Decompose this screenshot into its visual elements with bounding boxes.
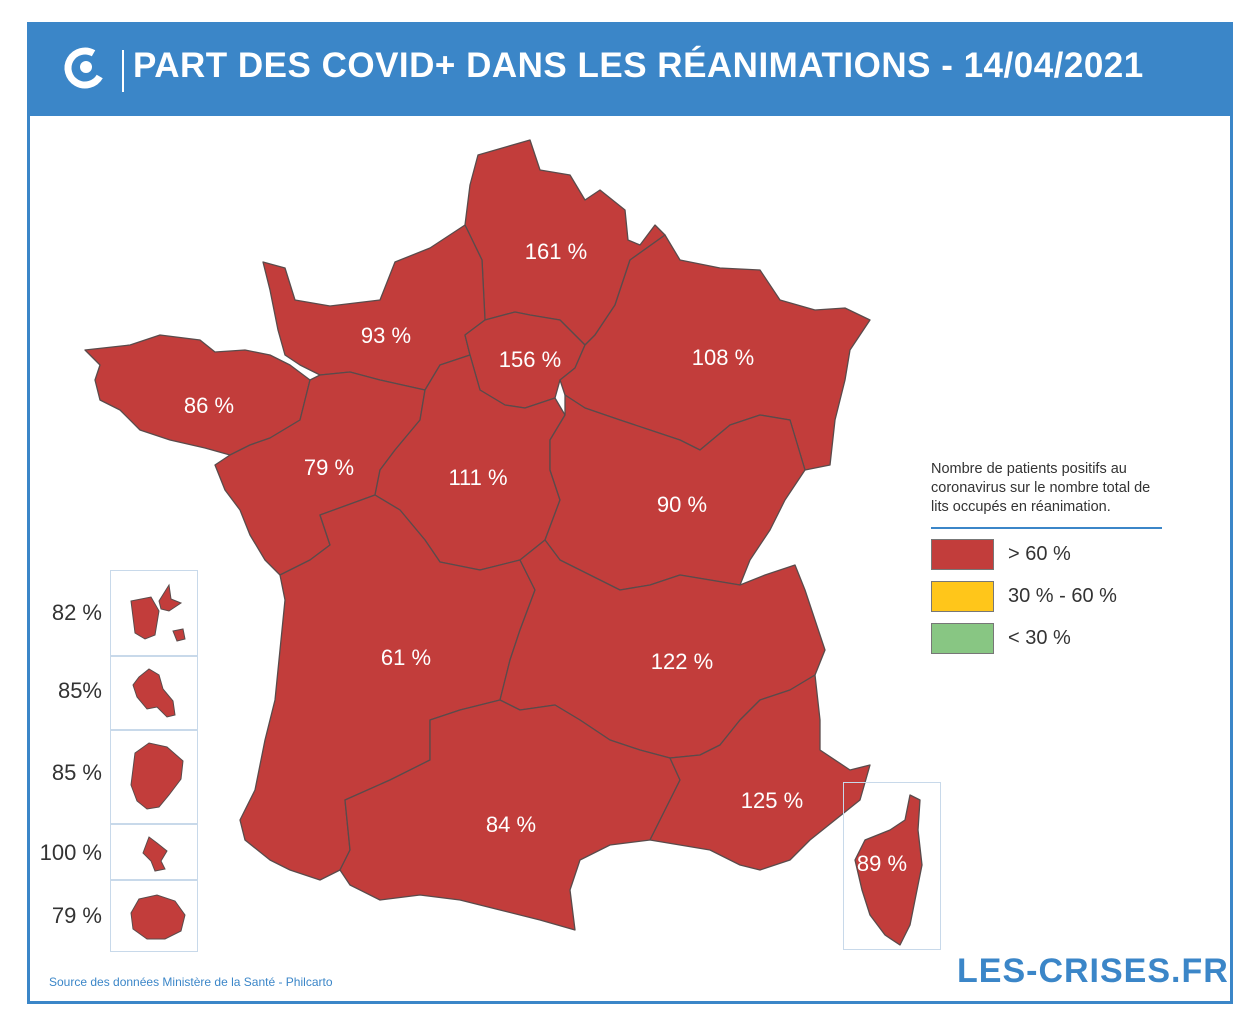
inset-la-reunion: [110, 880, 198, 952]
overseas-label: 79 %: [51, 903, 102, 928]
overseas-label: 82 %: [51, 600, 102, 625]
region-label: 161 %: [525, 239, 587, 264]
guyane-map: [130, 742, 184, 810]
region-provence-alpes-cote-d-azur: [649, 674, 871, 871]
inset-martinique: [110, 656, 198, 730]
region-label: 125 %: [741, 788, 803, 813]
legend-swatch-mid: [931, 581, 994, 612]
overseas-label: 100 %: [39, 840, 102, 865]
region-bourgogne-franche-comte: [544, 394, 806, 591]
region-label: 122 %: [651, 649, 713, 674]
legend-description: Nombre de patients positifs au coronavir…: [931, 461, 1151, 515]
region-label: 111 %: [448, 465, 507, 490]
region-label: 156 %: [499, 347, 561, 372]
la-reunion-map: [130, 894, 186, 940]
brand-logo-text[interactable]: LES-CRISES.FR: [957, 952, 1229, 990]
martinique-map: [132, 668, 176, 718]
legend-label-mid: 30 % - 60 %: [1008, 585, 1117, 607]
les-crises-logo-icon: [64, 47, 106, 89]
mayotte-map: [142, 836, 168, 872]
region-label: 108 %: [692, 345, 754, 370]
corsica-inset-box: [843, 782, 941, 950]
legend-label-low: < 30 %: [1008, 627, 1071, 649]
region-label: 93 %: [361, 323, 411, 348]
inset-guadeloupe: [110, 570, 198, 656]
title-bar: [27, 22, 1233, 116]
region-corse: [854, 794, 923, 946]
page-title: PART DES COVID+ DANS LES RÉANIMATIONS - …: [133, 46, 1144, 85]
region-label: 61 %: [381, 645, 431, 670]
title-separator: [122, 50, 124, 92]
region-label: 79 %: [304, 455, 354, 480]
legend-label-high: > 60 %: [1008, 543, 1071, 565]
overseas-label: 85%: [57, 678, 102, 703]
region-label: 84 %: [486, 812, 536, 837]
inset-guyane: [110, 730, 198, 824]
source-note: Source des données Ministère de la Santé…: [49, 975, 333, 989]
guadeloupe-map: [130, 583, 186, 642]
overseas-label: 85 %: [51, 760, 102, 785]
region-label: 90 %: [657, 492, 707, 517]
legend-swatch-low: [931, 623, 994, 654]
inset-mayotte: [110, 824, 198, 880]
legend-swatch-high: [931, 539, 994, 570]
legend-divider: [931, 527, 1162, 529]
region-label: 89 %: [857, 851, 907, 876]
region-label: 86 %: [184, 393, 234, 418]
